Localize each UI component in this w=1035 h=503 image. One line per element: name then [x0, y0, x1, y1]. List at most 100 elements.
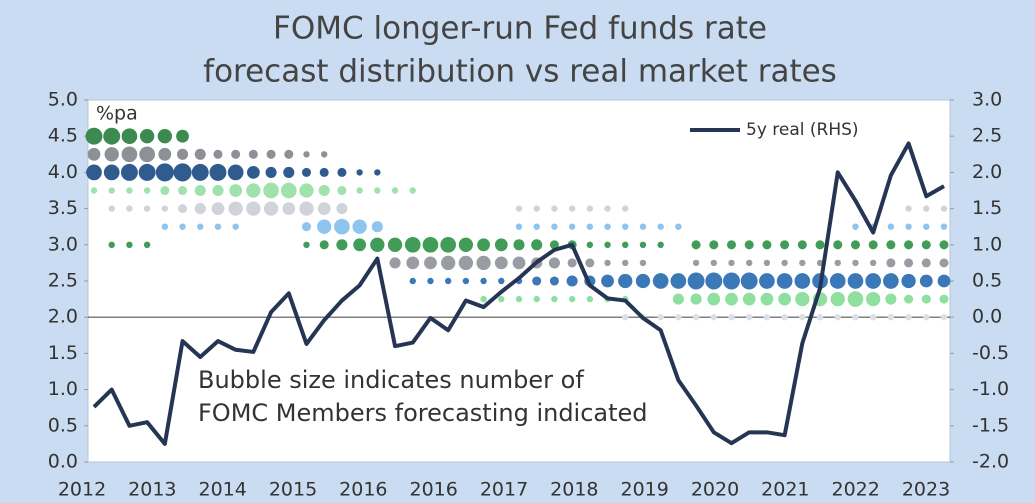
bubble: [458, 255, 474, 271]
bubble: [850, 240, 860, 250]
bubble: [227, 164, 244, 181]
bubble: [657, 241, 664, 248]
y2-tick-label: -1.5: [972, 414, 1009, 436]
bubble: [194, 184, 206, 197]
bubble: [374, 169, 381, 176]
y-tick-label: 1.5: [48, 342, 78, 364]
bubble: [191, 163, 209, 181]
bubble: [301, 222, 312, 232]
bubble: [280, 182, 297, 199]
bubble: [568, 295, 576, 303]
y2-tick-label: 0.5: [972, 270, 1002, 292]
bubble: [937, 274, 951, 288]
bubble: [356, 187, 363, 194]
bubble: [551, 295, 558, 303]
bubble: [551, 205, 558, 212]
y-tick-label: 2.0: [48, 306, 78, 328]
bubble: [622, 259, 629, 267]
y2-tick-label: 1.5: [972, 197, 1002, 219]
bubble: [886, 240, 896, 250]
bubble: [422, 236, 439, 253]
x-tick-label: 2023: [902, 479, 950, 501]
legend-label: 5y real (RHS): [746, 120, 859, 140]
y2-tick-label: 1.0: [972, 233, 1002, 255]
bubble: [126, 187, 133, 194]
bubble: [725, 292, 738, 306]
bubble: [834, 259, 841, 267]
bubble: [763, 314, 771, 321]
bubble: [780, 240, 790, 250]
bubble: [566, 275, 578, 287]
bubble: [319, 240, 329, 250]
bubble: [108, 241, 115, 248]
bubble: [161, 205, 169, 212]
bubble: [586, 295, 594, 303]
bubble: [248, 149, 258, 159]
y-tick-label: 0.0: [48, 451, 78, 473]
y2-tick-label: 0.0: [972, 306, 1002, 328]
bubble: [104, 147, 119, 162]
bubble: [869, 314, 877, 321]
bubble: [284, 149, 294, 159]
chart-title: forecast distribution vs real market rat…: [203, 54, 837, 90]
x-tick-label: 2019: [620, 479, 668, 501]
bubble: [458, 237, 474, 252]
annotation: FOMC Members forecasting indicated: [198, 399, 648, 427]
bubble: [568, 205, 576, 212]
bubble: [121, 146, 138, 163]
bubble: [670, 273, 687, 289]
bubble: [707, 292, 721, 306]
bubble: [336, 239, 348, 251]
bubble: [321, 151, 328, 158]
bubble: [759, 273, 775, 289]
bubble: [126, 205, 133, 212]
bubble: [834, 314, 841, 321]
bubble: [691, 240, 701, 250]
bubble: [586, 223, 594, 230]
bubble: [263, 182, 279, 199]
bubble: [404, 236, 421, 253]
bubble: [121, 128, 138, 145]
x-tick-label: 2020: [691, 479, 739, 501]
bubble: [726, 240, 737, 250]
x-tick-label: 2021: [761, 479, 809, 501]
bubble: [161, 223, 169, 230]
bubble: [246, 201, 261, 216]
bubble: [209, 163, 227, 181]
bubble: [868, 240, 878, 250]
bubble: [173, 163, 192, 182]
bubble: [263, 201, 279, 216]
bubble: [709, 240, 719, 250]
bubble: [440, 236, 457, 253]
bubble: [441, 255, 456, 271]
bubble: [90, 187, 98, 194]
bubble: [742, 292, 756, 306]
bubble: [921, 294, 931, 304]
bubble: [143, 241, 151, 248]
bubble: [211, 202, 225, 216]
bubble: [728, 259, 735, 267]
x-tick-label: 2017: [480, 479, 528, 501]
bubble: [816, 259, 824, 267]
bubble: [139, 129, 155, 144]
bubble: [212, 184, 224, 197]
bubble: [303, 241, 310, 248]
bubble: [194, 203, 206, 215]
bubble: [639, 259, 647, 267]
bubble: [657, 223, 664, 230]
bubble: [728, 314, 735, 321]
bubble: [795, 291, 810, 307]
bubble: [635, 273, 651, 289]
bubble: [781, 314, 788, 321]
bubble: [157, 129, 172, 144]
bubble: [639, 223, 647, 230]
bubble: [830, 291, 845, 307]
bubble: [622, 314, 629, 321]
annotation: Bubble size indicates number of: [198, 366, 584, 394]
bubble: [744, 240, 754, 250]
bubble: [710, 314, 717, 321]
y-tick-label: 5.0: [48, 89, 78, 111]
bubble: [86, 164, 102, 181]
bubble: [901, 273, 916, 289]
